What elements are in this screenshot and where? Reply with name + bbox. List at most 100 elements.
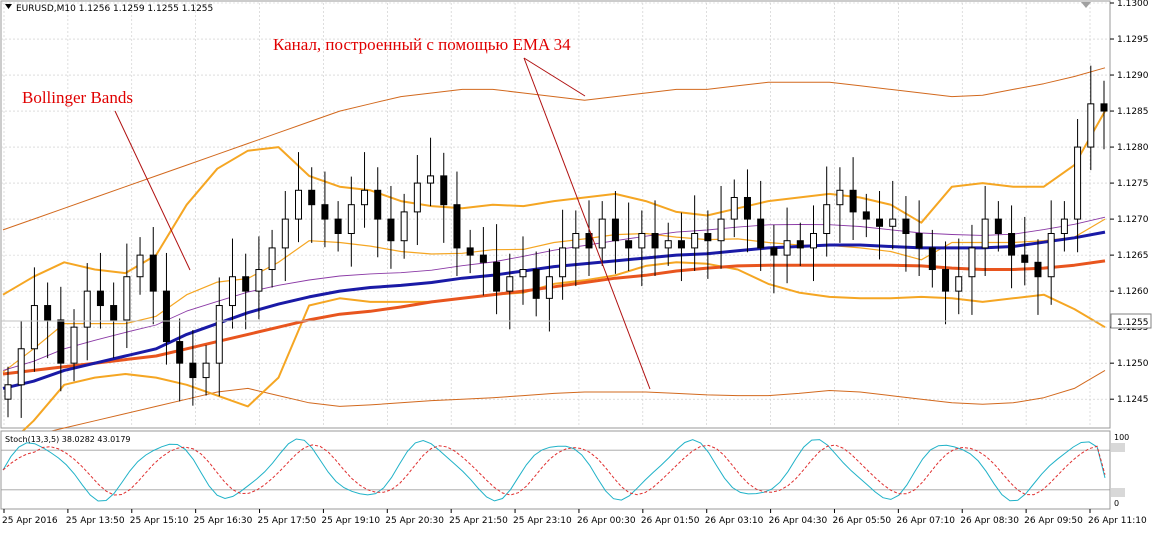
candle-bear bbox=[493, 261, 501, 292]
candle-bull bbox=[823, 204, 831, 235]
candle-bear bbox=[942, 269, 950, 292]
candle-bull bbox=[70, 326, 78, 364]
bollinger-lower-line bbox=[2, 261, 1106, 451]
candle-bear bbox=[757, 218, 765, 249]
candle-bear bbox=[1034, 261, 1042, 278]
chart-shift-marker-icon[interactable] bbox=[1081, 2, 1091, 8]
candle-bear bbox=[902, 218, 910, 235]
time-axis: 25 Apr 2016 25 Apr 13:50 25 Apr 15:10 25 Ap… bbox=[2, 509, 1147, 526]
annotation-ema-channel: Канал, построенный с помощью EMA 34 bbox=[273, 35, 571, 54]
stoch-signal-line bbox=[2, 444, 1106, 496]
candle-bear bbox=[110, 305, 118, 321]
candle-bear bbox=[189, 362, 197, 379]
candle-bear bbox=[796, 240, 804, 249]
indicator-lines bbox=[2, 67, 1106, 451]
candle-bull bbox=[4, 384, 12, 400]
candle-bear bbox=[374, 189, 382, 220]
candle-bear bbox=[242, 276, 250, 292]
annotation-ema-pointer-upper bbox=[523, 57, 586, 97]
candle-bull bbox=[809, 233, 817, 249]
candle-bear bbox=[928, 247, 936, 271]
candle-bear bbox=[770, 247, 778, 256]
candle-bear bbox=[96, 290, 104, 307]
time-tick-label: 26 Apr 01:50 bbox=[641, 516, 700, 526]
candle-bear bbox=[611, 218, 619, 242]
candle-bear bbox=[994, 218, 1002, 235]
ema-slow-line bbox=[2, 259, 1106, 376]
candle-bull bbox=[955, 276, 963, 292]
candle-bull bbox=[572, 233, 580, 249]
dropdown-triangle-icon[interactable] bbox=[5, 4, 12, 9]
candle-bear bbox=[651, 233, 659, 249]
candle-bull bbox=[1074, 146, 1082, 220]
stoch-header: Stoch(13,3,5) 38.0282 43.0179 bbox=[5, 435, 131, 444]
candle-bull bbox=[1087, 103, 1095, 148]
candle-bear bbox=[308, 189, 316, 206]
candle-bull bbox=[836, 189, 844, 206]
price-tick-label: 1.1265 bbox=[1117, 251, 1149, 261]
candle-bull bbox=[598, 218, 606, 249]
candle-bear bbox=[57, 319, 65, 364]
ema-channel-lower-line bbox=[2, 369, 1106, 443]
candle-bear bbox=[625, 240, 633, 249]
annotation-bollinger-pointer bbox=[114, 110, 191, 271]
stoch-level-80-tag bbox=[1111, 443, 1125, 452]
price-tick-label: 1.1250 bbox=[1117, 359, 1149, 369]
stoch-axis-0: 0 bbox=[1114, 499, 1119, 508]
candle-bull bbox=[30, 305, 38, 350]
time-tick-label: 26 Apr 09:50 bbox=[1024, 516, 1083, 526]
time-tick-label: 26 Apr 11:10 bbox=[1088, 516, 1147, 526]
price-tick-label: 1.1295 bbox=[1117, 35, 1149, 45]
price-tick-label: 1.1245 bbox=[1117, 395, 1149, 405]
candle-bear bbox=[1021, 254, 1029, 263]
main-panel bbox=[0, 0, 1111, 429]
candle-bear bbox=[704, 233, 712, 242]
time-tick-label: 26 Apr 05:50 bbox=[832, 516, 891, 526]
candle-bull bbox=[361, 189, 369, 206]
price-tick-label: 1.1280 bbox=[1117, 143, 1149, 153]
time-tick-label: 26 Apr 04:30 bbox=[769, 516, 828, 526]
price-tick-label: 1.1285 bbox=[1117, 107, 1149, 117]
time-tick-label: 26 Apr 00:30 bbox=[577, 516, 636, 526]
candle-bull bbox=[413, 182, 421, 213]
candle-bull bbox=[295, 189, 303, 220]
candle-bull bbox=[400, 211, 408, 242]
candle-bull bbox=[519, 269, 527, 278]
candle-bear bbox=[387, 218, 395, 242]
candle-bear bbox=[1100, 103, 1108, 112]
price-tick-label: 1.1275 bbox=[1117, 179, 1149, 189]
candle-bull bbox=[281, 218, 289, 249]
candle-bear bbox=[176, 341, 184, 364]
price-tick-label: 1.1290 bbox=[1117, 71, 1149, 81]
candles bbox=[4, 65, 1108, 418]
candle-bull bbox=[717, 218, 725, 242]
candle-bear bbox=[149, 254, 157, 292]
candle-bull bbox=[889, 218, 897, 227]
time-tick-label: 25 Apr 19:10 bbox=[321, 516, 380, 526]
stoch-panel bbox=[0, 430, 1111, 510]
annotation-ema-pointer-lower bbox=[523, 57, 651, 390]
candle-bear bbox=[440, 175, 448, 206]
candle-bear bbox=[1008, 233, 1016, 256]
candle-bull bbox=[347, 204, 355, 235]
candle-bear bbox=[44, 305, 52, 321]
price-tick-label: 1.1270 bbox=[1117, 215, 1149, 225]
stoch-level-20-tag bbox=[1111, 488, 1125, 497]
candle-bull bbox=[691, 233, 699, 249]
time-tick-label: 25 Apr 17:50 bbox=[258, 516, 317, 526]
candle-bear bbox=[532, 269, 540, 299]
bollinger-middle-line bbox=[2, 218, 1106, 373]
candle-bull bbox=[123, 276, 131, 321]
candle-bear bbox=[479, 254, 487, 263]
candle-bull bbox=[638, 233, 646, 249]
candle-bear bbox=[162, 290, 170, 343]
ma-thin-line bbox=[2, 216, 1106, 371]
candle-bear bbox=[321, 204, 329, 220]
candle-bear bbox=[862, 211, 870, 220]
time-tick-label: 26 Apr 07:10 bbox=[896, 516, 955, 526]
last-price-tag bbox=[1110, 313, 1152, 329]
symbol-header: EURUSD,M10 1.1256 1.1259 1.1255 1.1255 bbox=[16, 4, 213, 14]
candle-bull bbox=[559, 247, 567, 278]
time-tick-label: 26 Apr 03:10 bbox=[705, 516, 764, 526]
